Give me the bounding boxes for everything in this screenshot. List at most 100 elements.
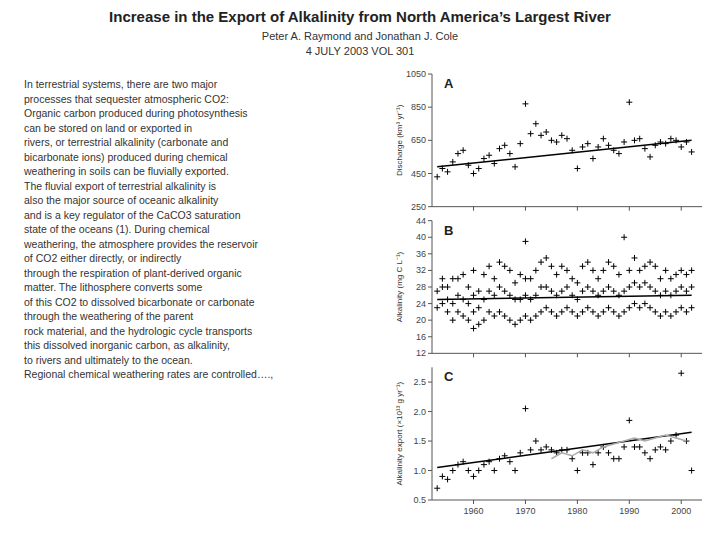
plot-area — [434, 99, 694, 180]
x-tick — [473, 207, 474, 211]
y-tick-label: 16 — [416, 332, 426, 342]
point — [585, 141, 591, 147]
y-tick-label: 2.0 — [413, 407, 426, 417]
point — [528, 276, 534, 282]
point — [663, 309, 669, 315]
point — [626, 267, 632, 273]
point — [647, 305, 653, 311]
point — [502, 263, 508, 269]
point — [533, 438, 539, 444]
point — [600, 309, 606, 315]
x-tick-label: 1970 — [515, 506, 535, 516]
point — [673, 272, 679, 278]
trend-line — [437, 295, 691, 299]
point — [637, 444, 643, 450]
point — [652, 447, 658, 453]
plot-area — [434, 370, 694, 491]
point — [663, 267, 669, 273]
body-text-line: The fluvial export of terrestrial alkali… — [24, 180, 216, 192]
x-tick — [681, 500, 682, 504]
x-tick — [577, 207, 578, 211]
y-axis-label: Alkalinity export (×10¹³ g yr⁻¹) — [395, 381, 404, 485]
point — [559, 263, 565, 269]
point — [683, 309, 689, 315]
point — [471, 171, 477, 177]
point — [434, 305, 440, 311]
point — [616, 272, 622, 278]
x-tick — [681, 353, 682, 357]
body-text-line: rock material, and the hydrologic cycle … — [24, 325, 252, 337]
point — [476, 305, 482, 311]
point — [486, 309, 492, 315]
body-text-line: also the major source of oceanic alkalin… — [24, 194, 219, 206]
point — [455, 276, 461, 282]
point — [538, 309, 544, 315]
y-tick — [428, 336, 432, 337]
point — [678, 305, 684, 311]
body-text: In terrestrial systems, there are two ma… — [23, 78, 273, 380]
point — [637, 284, 643, 290]
point — [512, 468, 518, 474]
point — [642, 263, 648, 269]
point — [689, 284, 695, 290]
point — [486, 263, 492, 269]
point — [574, 313, 580, 319]
point — [668, 313, 674, 319]
body-text-line: processes that sequester atmospheric CO2… — [24, 93, 229, 105]
point — [507, 317, 513, 323]
x-tick — [473, 353, 474, 357]
point — [471, 267, 477, 273]
point — [642, 146, 648, 152]
point — [668, 438, 674, 444]
x-axis-line — [432, 206, 702, 207]
point — [611, 456, 617, 462]
point — [678, 370, 684, 376]
point — [465, 284, 471, 290]
point — [481, 272, 487, 278]
point — [543, 444, 549, 450]
point — [517, 141, 523, 147]
body-text-line: rivers, or terrestrial alkalinity (carbo… — [24, 136, 228, 148]
y-tick — [428, 253, 432, 254]
point — [502, 288, 508, 294]
point — [543, 305, 549, 311]
point — [600, 267, 606, 273]
point — [476, 468, 482, 474]
y-tick — [428, 500, 432, 501]
point — [569, 456, 575, 462]
point — [580, 263, 586, 269]
body-text-line: In terrestrial systems, there are two ma… — [24, 78, 218, 90]
point — [595, 313, 601, 319]
point — [657, 276, 663, 282]
point — [481, 317, 487, 323]
point — [455, 151, 461, 157]
point — [450, 468, 456, 474]
body-text-line: state of the oceans (1). During chemical — [24, 223, 210, 235]
body-text-line: of CO2 either directly, or indirectly — [24, 252, 182, 264]
body-text-line: of this CO2 to dissolved bicarbonate or … — [24, 296, 255, 308]
point — [439, 473, 445, 479]
point — [590, 309, 596, 315]
point — [689, 149, 695, 155]
point — [434, 174, 440, 180]
point — [548, 288, 554, 294]
y-tick-label: 32 — [416, 265, 426, 275]
point — [683, 272, 689, 278]
y-tick — [428, 320, 432, 321]
figure: Increase in the Export of Alkalinity fro… — [0, 0, 720, 540]
x-tick — [681, 207, 682, 211]
point — [564, 284, 570, 290]
point — [450, 276, 456, 282]
point — [543, 284, 549, 290]
x-tick — [525, 207, 526, 211]
point — [590, 156, 596, 162]
point — [606, 284, 612, 290]
point — [439, 276, 445, 282]
point — [486, 152, 492, 158]
point — [632, 280, 638, 286]
point — [491, 276, 497, 282]
y-tick — [428, 470, 432, 471]
y-tick-label: 250 — [411, 202, 426, 212]
point — [538, 447, 544, 453]
x-tick — [525, 353, 526, 357]
